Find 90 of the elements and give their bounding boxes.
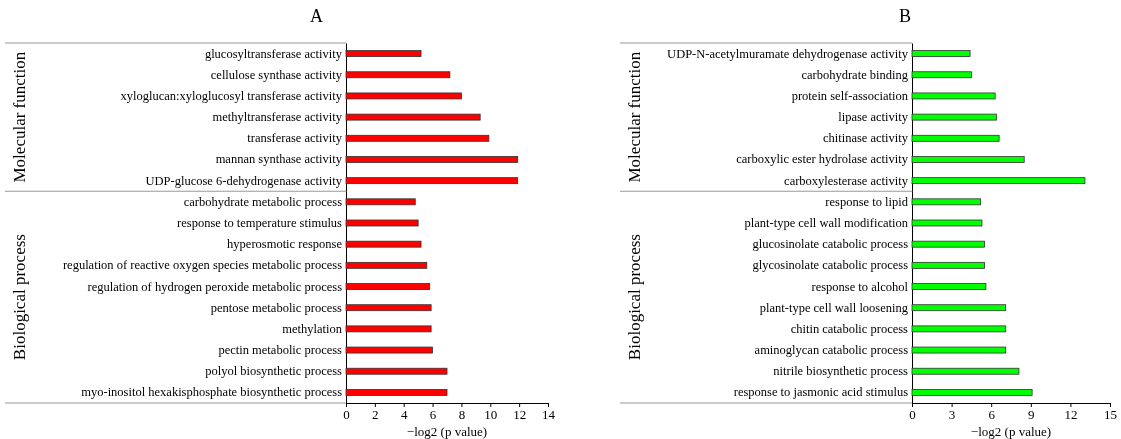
bar xyxy=(911,219,983,227)
x-tick-label: 4 xyxy=(400,407,408,423)
bar xyxy=(911,304,1007,312)
bar xyxy=(911,198,982,206)
bar xyxy=(911,92,996,100)
bar xyxy=(345,198,416,206)
y-tick-label: regulation of reactive oxygen species metabolic process xyxy=(62,258,343,273)
y-tick-label: response to alcohol xyxy=(811,279,909,294)
bar xyxy=(345,325,432,333)
y-tick-label: plant-type cell wall loosening xyxy=(759,300,909,315)
y-tick-label: pectin metabolic process xyxy=(218,343,343,358)
y-tick-label: response to lipid xyxy=(825,194,909,209)
bar xyxy=(345,156,519,163)
bar xyxy=(911,71,972,79)
y-tick-label: myo-inositol hexakisphosphate biosynthetic process xyxy=(81,385,343,400)
y-tick-label: carboxylic ester hydrolase activity xyxy=(736,152,909,167)
x-tick-label: 12 xyxy=(513,407,527,423)
bar xyxy=(911,389,1033,396)
y-tick-label: pentose metabolic process xyxy=(210,300,343,315)
y-tick-label: glucosinolate catabolic process xyxy=(752,237,909,252)
bar xyxy=(345,113,481,121)
x-tick-label: 3 xyxy=(948,407,956,423)
y-tick-label: nitrile biosynthetic process xyxy=(773,364,909,379)
y-tick-label: cellulose synthase activity xyxy=(210,67,343,82)
y-tick-label: carbohydrate binding xyxy=(801,67,909,82)
bar xyxy=(345,240,422,248)
x-tick-label: 15 xyxy=(1104,407,1117,423)
x-tick-label: 6 xyxy=(988,407,996,423)
x-tick-label: 14 xyxy=(542,407,556,423)
bar xyxy=(345,177,519,185)
x-tick-label: 10 xyxy=(484,407,498,423)
y-tick-label: mannan synthase activity xyxy=(215,152,343,167)
y-tick-label: polyol biosynthetic process xyxy=(205,364,343,379)
x-axis-title: −log2 (p value) xyxy=(970,424,1052,439)
bar xyxy=(911,325,1007,333)
bar xyxy=(911,261,985,269)
bar xyxy=(345,389,448,396)
bar xyxy=(345,71,451,79)
y-tick-label: plant-type cell wall modification xyxy=(744,216,909,230)
chart-title: B xyxy=(898,6,912,26)
y-axis-title: Biological process xyxy=(625,234,644,361)
y-tick-label: methyltransferase activity xyxy=(212,110,343,125)
y-tick-label: regulation of hydrogen peroxide metabolic process xyxy=(87,279,343,294)
x-tick-label: 12 xyxy=(1064,407,1078,423)
y-axis-title: Molecular function xyxy=(10,51,29,183)
y-tick-label: UDP-N-acetylmuramate dehydrogenase activity xyxy=(667,46,909,61)
bar xyxy=(911,177,1086,185)
x-tick-label: 0 xyxy=(343,407,350,423)
y-tick-label: protein self-association xyxy=(791,88,909,103)
x-axis-title: −log2 (p value) xyxy=(406,424,488,439)
bar xyxy=(911,240,985,248)
x-tick-label: 8 xyxy=(458,407,466,423)
x-tick-label: 2 xyxy=(372,407,379,423)
y-axis-title: Biological process xyxy=(10,234,29,361)
bar xyxy=(345,219,419,227)
x-tick-label: 6 xyxy=(429,407,437,423)
bar xyxy=(345,261,428,269)
y-tick-label: chitinase activity xyxy=(822,131,909,146)
bar xyxy=(345,134,490,142)
bar xyxy=(911,50,971,57)
bar xyxy=(911,134,1000,142)
bar xyxy=(345,50,422,57)
bar xyxy=(345,283,431,290)
bar xyxy=(911,346,1007,354)
y-axis-title: Molecular function xyxy=(625,51,644,183)
y-tick-label: methylation xyxy=(282,321,343,336)
bar xyxy=(345,346,433,354)
x-tick-label: 0 xyxy=(909,407,916,423)
bar xyxy=(911,113,997,121)
y-tick-label: aminoglycan catabolic process xyxy=(754,343,909,358)
bar xyxy=(911,156,1025,163)
y-tick-label: glycosinolate catabolic process xyxy=(752,258,909,273)
y-tick-label: glucosyltransferase activity xyxy=(204,46,343,61)
bar xyxy=(345,367,448,375)
y-tick-label: chitin catabolic process xyxy=(790,321,909,336)
x-tick-label: 9 xyxy=(1028,407,1035,423)
chart-title: A xyxy=(310,6,323,26)
y-tick-label: lipase activity xyxy=(838,110,909,125)
y-tick-label: xyloglucan:xyloglucosyl transferase activity xyxy=(120,88,343,103)
y-tick-label: carbohydrate metabolic process xyxy=(183,194,343,209)
bar xyxy=(911,283,987,290)
y-tick-label: response to temperature stimulus xyxy=(177,216,343,230)
y-tick-label: transferase activity xyxy=(247,131,343,146)
bar xyxy=(345,92,462,100)
bar xyxy=(911,367,1020,375)
bar xyxy=(345,304,432,312)
y-tick-label: UDP-glucose 6-dehydrogenase activity xyxy=(145,173,343,188)
y-tick-label: response to jasmonic acid stimulus xyxy=(733,385,909,400)
y-tick-label: carboxylesterase activity xyxy=(784,173,909,188)
y-tick-label: hyperosmotic response xyxy=(227,237,343,252)
